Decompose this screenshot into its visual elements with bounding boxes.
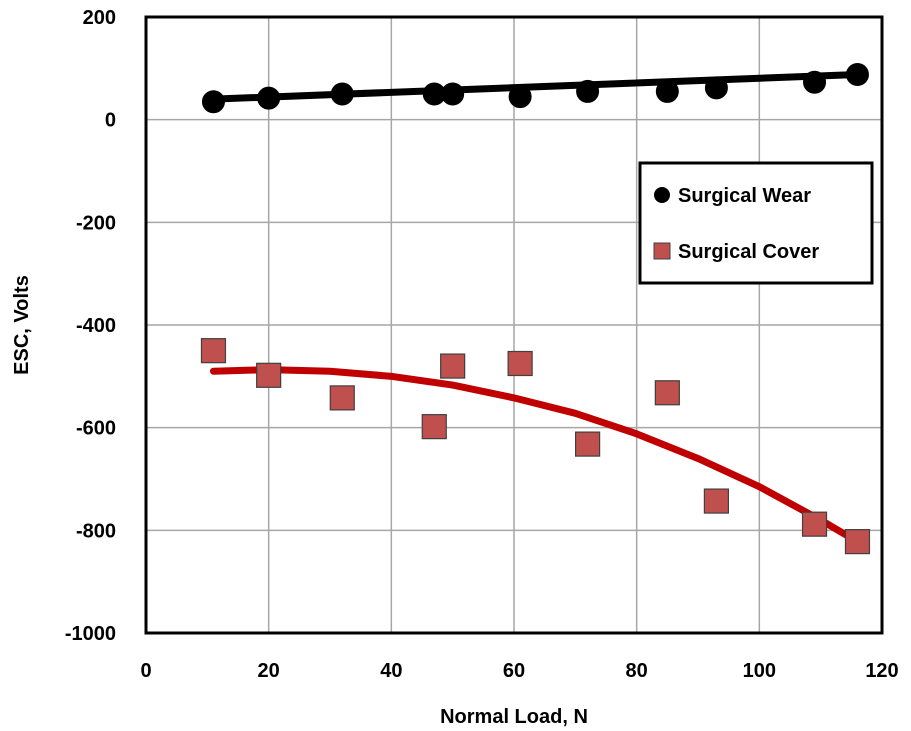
surgical-cover-point: [801, 511, 828, 537]
surgical-cover-point: [421, 414, 447, 440]
surgical-wear-point: [803, 70, 827, 94]
y-tick-label: 200: [83, 7, 116, 29]
surgical-cover-point: [329, 385, 355, 411]
surgical-wear-trendline: [209, 70, 861, 103]
legend-surgical-cover-marker: [653, 242, 671, 260]
surgical-wear-point: [201, 90, 225, 114]
surgical-cover-point: [440, 353, 466, 379]
legend-surgical-wear-label: Surgical Wear: [678, 185, 811, 207]
x-tick-label: 80: [626, 660, 648, 682]
surgical-wear-point: [845, 62, 869, 86]
legend-surgical-wear-marker: [654, 187, 670, 203]
legend: Surgical Wear Surgical Cover: [638, 161, 874, 285]
marker-layer: [200, 62, 871, 555]
surgical-wear-point: [655, 79, 679, 103]
y-tick-label: 0: [105, 110, 116, 132]
surgical-wear-point: [576, 79, 600, 103]
surgical-cover-trendline: [209, 366, 861, 546]
y-tick-label: -200: [76, 212, 116, 234]
surgical-wear-point: [441, 82, 465, 106]
x-tick-label: 60: [503, 660, 525, 682]
surgical-cover-point: [844, 529, 871, 555]
surgical-cover-point: [703, 488, 730, 514]
surgical-cover-point: [200, 338, 227, 364]
x-axis-title: Normal Load, N: [440, 706, 588, 728]
x-tick-label: 120: [865, 660, 898, 682]
grid-layer: [145, 16, 883, 634]
legend-surgical-cover-label: Surgical Cover: [678, 241, 819, 263]
plot-area-border: [144, 15, 884, 635]
x-tick-label: 20: [258, 660, 280, 682]
x-tick-label: 0: [140, 660, 151, 682]
x-tick-label: 40: [380, 660, 402, 682]
y-tick-label: -600: [76, 418, 116, 440]
surgical-cover-point: [654, 380, 680, 406]
plot-frame-layer: [144, 15, 884, 635]
surgical-wear-point: [330, 82, 354, 106]
y-tick-label: -800: [76, 520, 116, 542]
tick-label-layer: 0 20 40 60 80 100 120 200 0 -200 -400 -600 -800 -1000: [65, 7, 899, 682]
surgical-wear-point: [257, 86, 281, 110]
surgical-cover-point: [574, 431, 601, 457]
y-tick-label: -400: [76, 315, 116, 337]
trendline-layer: [209, 70, 861, 546]
y-tick-label: -1000: [65, 623, 116, 645]
x-tick-label: 100: [743, 660, 776, 682]
surgical-wear-point: [704, 76, 728, 100]
legend-box: [638, 161, 874, 285]
y-axis-title: ESC, Volts: [11, 275, 33, 375]
surgical-cover-point: [256, 362, 282, 388]
surgical-cover-point: [507, 350, 533, 377]
surgical-wear-point: [508, 85, 532, 109]
